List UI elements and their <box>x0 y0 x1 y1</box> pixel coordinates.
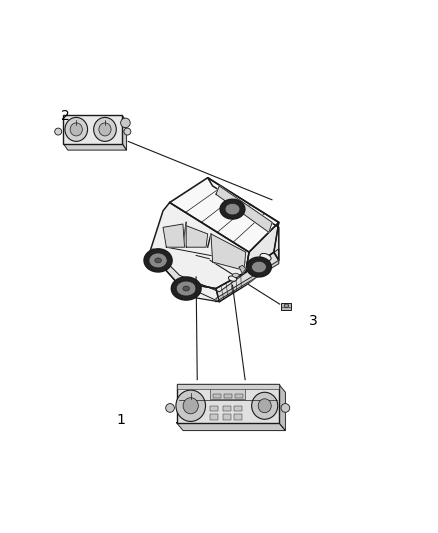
Ellipse shape <box>281 403 290 413</box>
Bar <box>210 406 218 411</box>
Ellipse shape <box>124 128 131 135</box>
Bar <box>223 406 231 411</box>
FancyBboxPatch shape <box>177 384 279 423</box>
Bar <box>177 384 279 389</box>
Ellipse shape <box>55 128 62 135</box>
Ellipse shape <box>94 117 116 141</box>
Ellipse shape <box>252 392 278 419</box>
Ellipse shape <box>183 398 198 414</box>
Ellipse shape <box>155 258 161 263</box>
Polygon shape <box>150 249 279 302</box>
Polygon shape <box>163 224 184 247</box>
Ellipse shape <box>247 257 272 277</box>
Ellipse shape <box>220 199 245 219</box>
Bar <box>224 393 232 398</box>
Bar <box>223 415 231 420</box>
Bar <box>234 415 242 420</box>
Polygon shape <box>216 252 279 302</box>
Ellipse shape <box>65 117 88 141</box>
Ellipse shape <box>166 403 174 413</box>
Ellipse shape <box>176 390 205 422</box>
Ellipse shape <box>120 118 130 128</box>
Polygon shape <box>64 143 127 150</box>
Ellipse shape <box>176 281 196 296</box>
Bar <box>213 393 221 398</box>
Polygon shape <box>122 115 127 150</box>
Bar <box>235 393 243 398</box>
Polygon shape <box>208 177 279 261</box>
Text: 1: 1 <box>117 413 126 427</box>
Ellipse shape <box>284 304 289 308</box>
Ellipse shape <box>225 204 240 215</box>
Ellipse shape <box>233 273 239 277</box>
Ellipse shape <box>260 253 271 261</box>
Polygon shape <box>186 225 208 247</box>
Bar <box>234 406 242 411</box>
Polygon shape <box>177 423 286 431</box>
Ellipse shape <box>70 123 82 136</box>
Ellipse shape <box>229 276 237 281</box>
Bar <box>210 387 245 399</box>
Ellipse shape <box>144 249 172 272</box>
FancyBboxPatch shape <box>64 115 122 143</box>
Ellipse shape <box>149 253 167 268</box>
Polygon shape <box>246 222 279 272</box>
Bar <box>281 303 291 310</box>
Bar <box>210 415 218 420</box>
Ellipse shape <box>258 399 271 413</box>
Ellipse shape <box>171 277 201 300</box>
Text: 2: 2 <box>61 109 70 123</box>
Polygon shape <box>150 203 249 288</box>
Ellipse shape <box>183 286 190 291</box>
Text: 3: 3 <box>309 314 318 328</box>
Polygon shape <box>211 234 246 270</box>
Polygon shape <box>170 177 279 252</box>
Polygon shape <box>216 186 272 232</box>
Ellipse shape <box>99 123 111 136</box>
Polygon shape <box>216 261 279 302</box>
Polygon shape <box>176 282 219 302</box>
Ellipse shape <box>251 261 266 273</box>
Polygon shape <box>279 384 286 431</box>
Polygon shape <box>239 265 246 273</box>
